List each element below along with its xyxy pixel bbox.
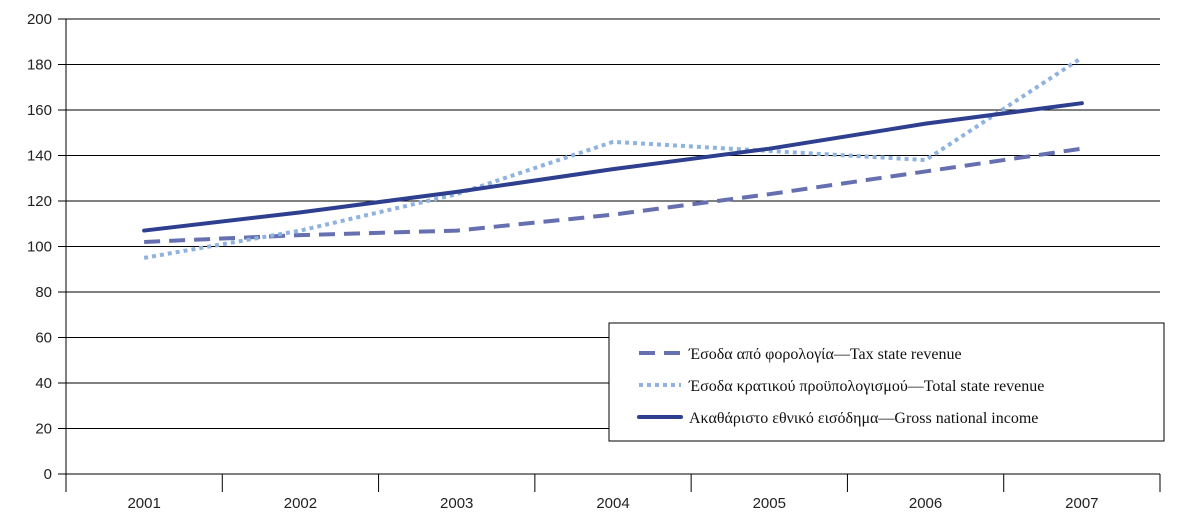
y-tick-label: 0 xyxy=(44,466,52,483)
series-line-1 xyxy=(144,146,1083,244)
series-lines xyxy=(142,56,1084,260)
x-tick-label: 2004 xyxy=(596,495,629,512)
legend-label-1: Έσοδα από φορολογία—Tax state revenue xyxy=(688,346,962,363)
y-tick-label: 200 xyxy=(27,11,52,28)
x-tick-label: 2001 xyxy=(127,495,160,512)
legend-label-3: Ακαθάριστο εθνικό εισόδημα—Gross nationa… xyxy=(689,410,1038,427)
x-tick-label: 2007 xyxy=(1065,495,1098,512)
y-tick-label: 140 xyxy=(27,148,52,165)
legend-box xyxy=(608,322,1165,442)
y-axis-ticks: 0 20 40 60 80 100 120 140 160 180 200 xyxy=(27,11,52,483)
x-axis: 2001 2002 2003 2004 2005 2006 2007 xyxy=(65,474,1161,512)
y-tick-label: 100 xyxy=(27,239,52,256)
x-tick-label: 2002 xyxy=(284,495,317,512)
x-tick-label: 2006 xyxy=(909,495,942,512)
series-line-3 xyxy=(142,101,1084,233)
x-tick-label: 2005 xyxy=(753,495,786,512)
y-tick-label: 80 xyxy=(35,284,52,301)
series-line-2 xyxy=(143,56,1083,260)
legend: Έσοδα από φορολογία—Tax state revenue Έσο… xyxy=(608,322,1165,442)
y-tick-label: 120 xyxy=(27,193,52,210)
y-tick-label: 160 xyxy=(27,102,52,119)
y-tick-label: 40 xyxy=(35,375,52,392)
y-tick-label: 180 xyxy=(27,57,52,74)
y-tick-label: 20 xyxy=(35,421,52,438)
x-tick-label: 2003 xyxy=(440,495,473,512)
legend-label-2: Έσοδα κρατικού προϋπολογισμού—Total stat… xyxy=(688,378,1044,395)
gridlines xyxy=(58,18,1160,475)
y-tick-label: 60 xyxy=(35,330,52,347)
